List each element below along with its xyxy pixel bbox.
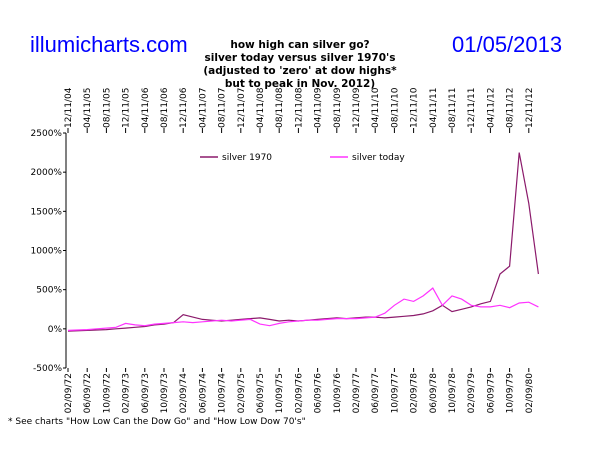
x-tick-label: 06/09/75 bbox=[256, 373, 266, 413]
chart-subtitle: (adjusted to 'zero' at dow highs* bbox=[203, 65, 397, 77]
x-tick-label: 10/09/75 bbox=[275, 373, 285, 413]
x-top-tick-label: 12/11/09 bbox=[352, 87, 362, 128]
chart-date: 01/05/2013 bbox=[452, 32, 562, 57]
x-top-tick-label: 08/11/12 bbox=[506, 88, 516, 128]
legend-label: silver today bbox=[352, 153, 405, 163]
x-tick-label: 02/09/78 bbox=[410, 373, 420, 414]
x-tick-label: 06/09/74 bbox=[198, 373, 208, 414]
footnote: * See charts "How Low Can the Dow Go" an… bbox=[8, 417, 306, 427]
x-top-tick-label: 04/11/10 bbox=[371, 87, 381, 128]
x-tick-label: 02/09/77 bbox=[352, 373, 362, 413]
y-tick-label: 1000% bbox=[31, 247, 63, 257]
y-tick-label: 0% bbox=[48, 325, 63, 335]
x-tick-label: 10/09/77 bbox=[390, 373, 400, 413]
x-top-tick-label: 04/11/08 bbox=[256, 87, 266, 128]
chart-subtitle: but to peak in Nov. 2012) bbox=[225, 78, 375, 90]
x-top-tick-label: 08/11/05 bbox=[102, 88, 112, 128]
x-tick-label: 10/09/74 bbox=[218, 373, 228, 414]
x-tick-label: 10/09/76 bbox=[333, 373, 343, 414]
y-tick-label: 500% bbox=[36, 286, 62, 296]
x-tick-label: 02/09/76 bbox=[294, 373, 304, 414]
x-tick-label: 10/09/73 bbox=[160, 373, 170, 413]
chart-title: how high can silver go? bbox=[230, 39, 369, 51]
x-top-tick-label: 04/11/11 bbox=[429, 88, 439, 128]
x-top-tick-label: 04/11/09 bbox=[314, 87, 324, 128]
x-tick-label: 10/09/78 bbox=[448, 373, 458, 414]
x-tick-label: 02/09/80 bbox=[525, 373, 535, 414]
x-tick-label: 02/09/75 bbox=[237, 373, 247, 413]
y-tick-label: -500% bbox=[33, 364, 62, 374]
x-tick-label: 02/09/74 bbox=[179, 373, 189, 414]
x-top-tick-label: 08/11/08 bbox=[275, 87, 285, 128]
x-tick-label: 06/09/76 bbox=[314, 373, 324, 414]
x-top-tick-label: 08/11/11 bbox=[448, 88, 458, 128]
x-top-tick-label: 12/11/11 bbox=[467, 88, 477, 128]
x-tick-label: 10/09/79 bbox=[506, 373, 516, 414]
x-top-tick-label: 08/11/06 bbox=[160, 87, 170, 128]
y-tick-label: 2000% bbox=[31, 168, 63, 178]
series-line bbox=[67, 152, 539, 332]
x-tick-label: 06/09/79 bbox=[486, 373, 496, 414]
x-top-tick-label: 12/11/04 bbox=[64, 87, 74, 128]
x-top-tick-label: 12/11/08 bbox=[294, 87, 304, 128]
chart-subtitle: silver today versus silver 1970's bbox=[205, 52, 396, 64]
x-tick-label: 06/09/78 bbox=[429, 373, 439, 414]
x-tick-label: 06/09/73 bbox=[141, 373, 151, 413]
x-top-tick-label: 12/11/10 bbox=[410, 87, 420, 128]
series-line bbox=[67, 287, 539, 331]
y-tick-label: 2500% bbox=[31, 129, 63, 139]
x-top-tick-label: 08/11/10 bbox=[390, 87, 400, 128]
x-top-tick-label: 08/11/09 bbox=[333, 87, 343, 128]
site-name: illumicharts.com bbox=[30, 32, 188, 57]
x-tick-label: 10/09/72 bbox=[102, 373, 112, 413]
x-top-tick-label: 04/11/07 bbox=[198, 88, 208, 128]
x-tick-label: 02/09/72 bbox=[64, 373, 74, 413]
x-top-tick-label: 04/11/05 bbox=[83, 88, 93, 128]
x-top-tick-label: 12/11/07 bbox=[237, 88, 247, 128]
x-top-tick-label: 12/11/05 bbox=[122, 88, 132, 128]
x-tick-label: 02/09/79 bbox=[467, 373, 477, 414]
x-tick-label: 06/09/77 bbox=[371, 373, 381, 413]
x-top-tick-label: 12/11/12 bbox=[525, 88, 535, 128]
x-top-tick-label: 04/11/06 bbox=[141, 87, 151, 128]
x-tick-label: 06/09/72 bbox=[83, 373, 93, 413]
x-top-tick-label: 08/11/07 bbox=[218, 88, 228, 128]
x-top-tick-label: 04/11/12 bbox=[486, 88, 496, 128]
y-tick-label: 1500% bbox=[31, 207, 63, 217]
x-tick-label: 02/09/73 bbox=[122, 373, 132, 413]
legend-label: silver 1970 bbox=[222, 153, 272, 163]
x-top-tick-label: 12/11/06 bbox=[179, 87, 189, 128]
